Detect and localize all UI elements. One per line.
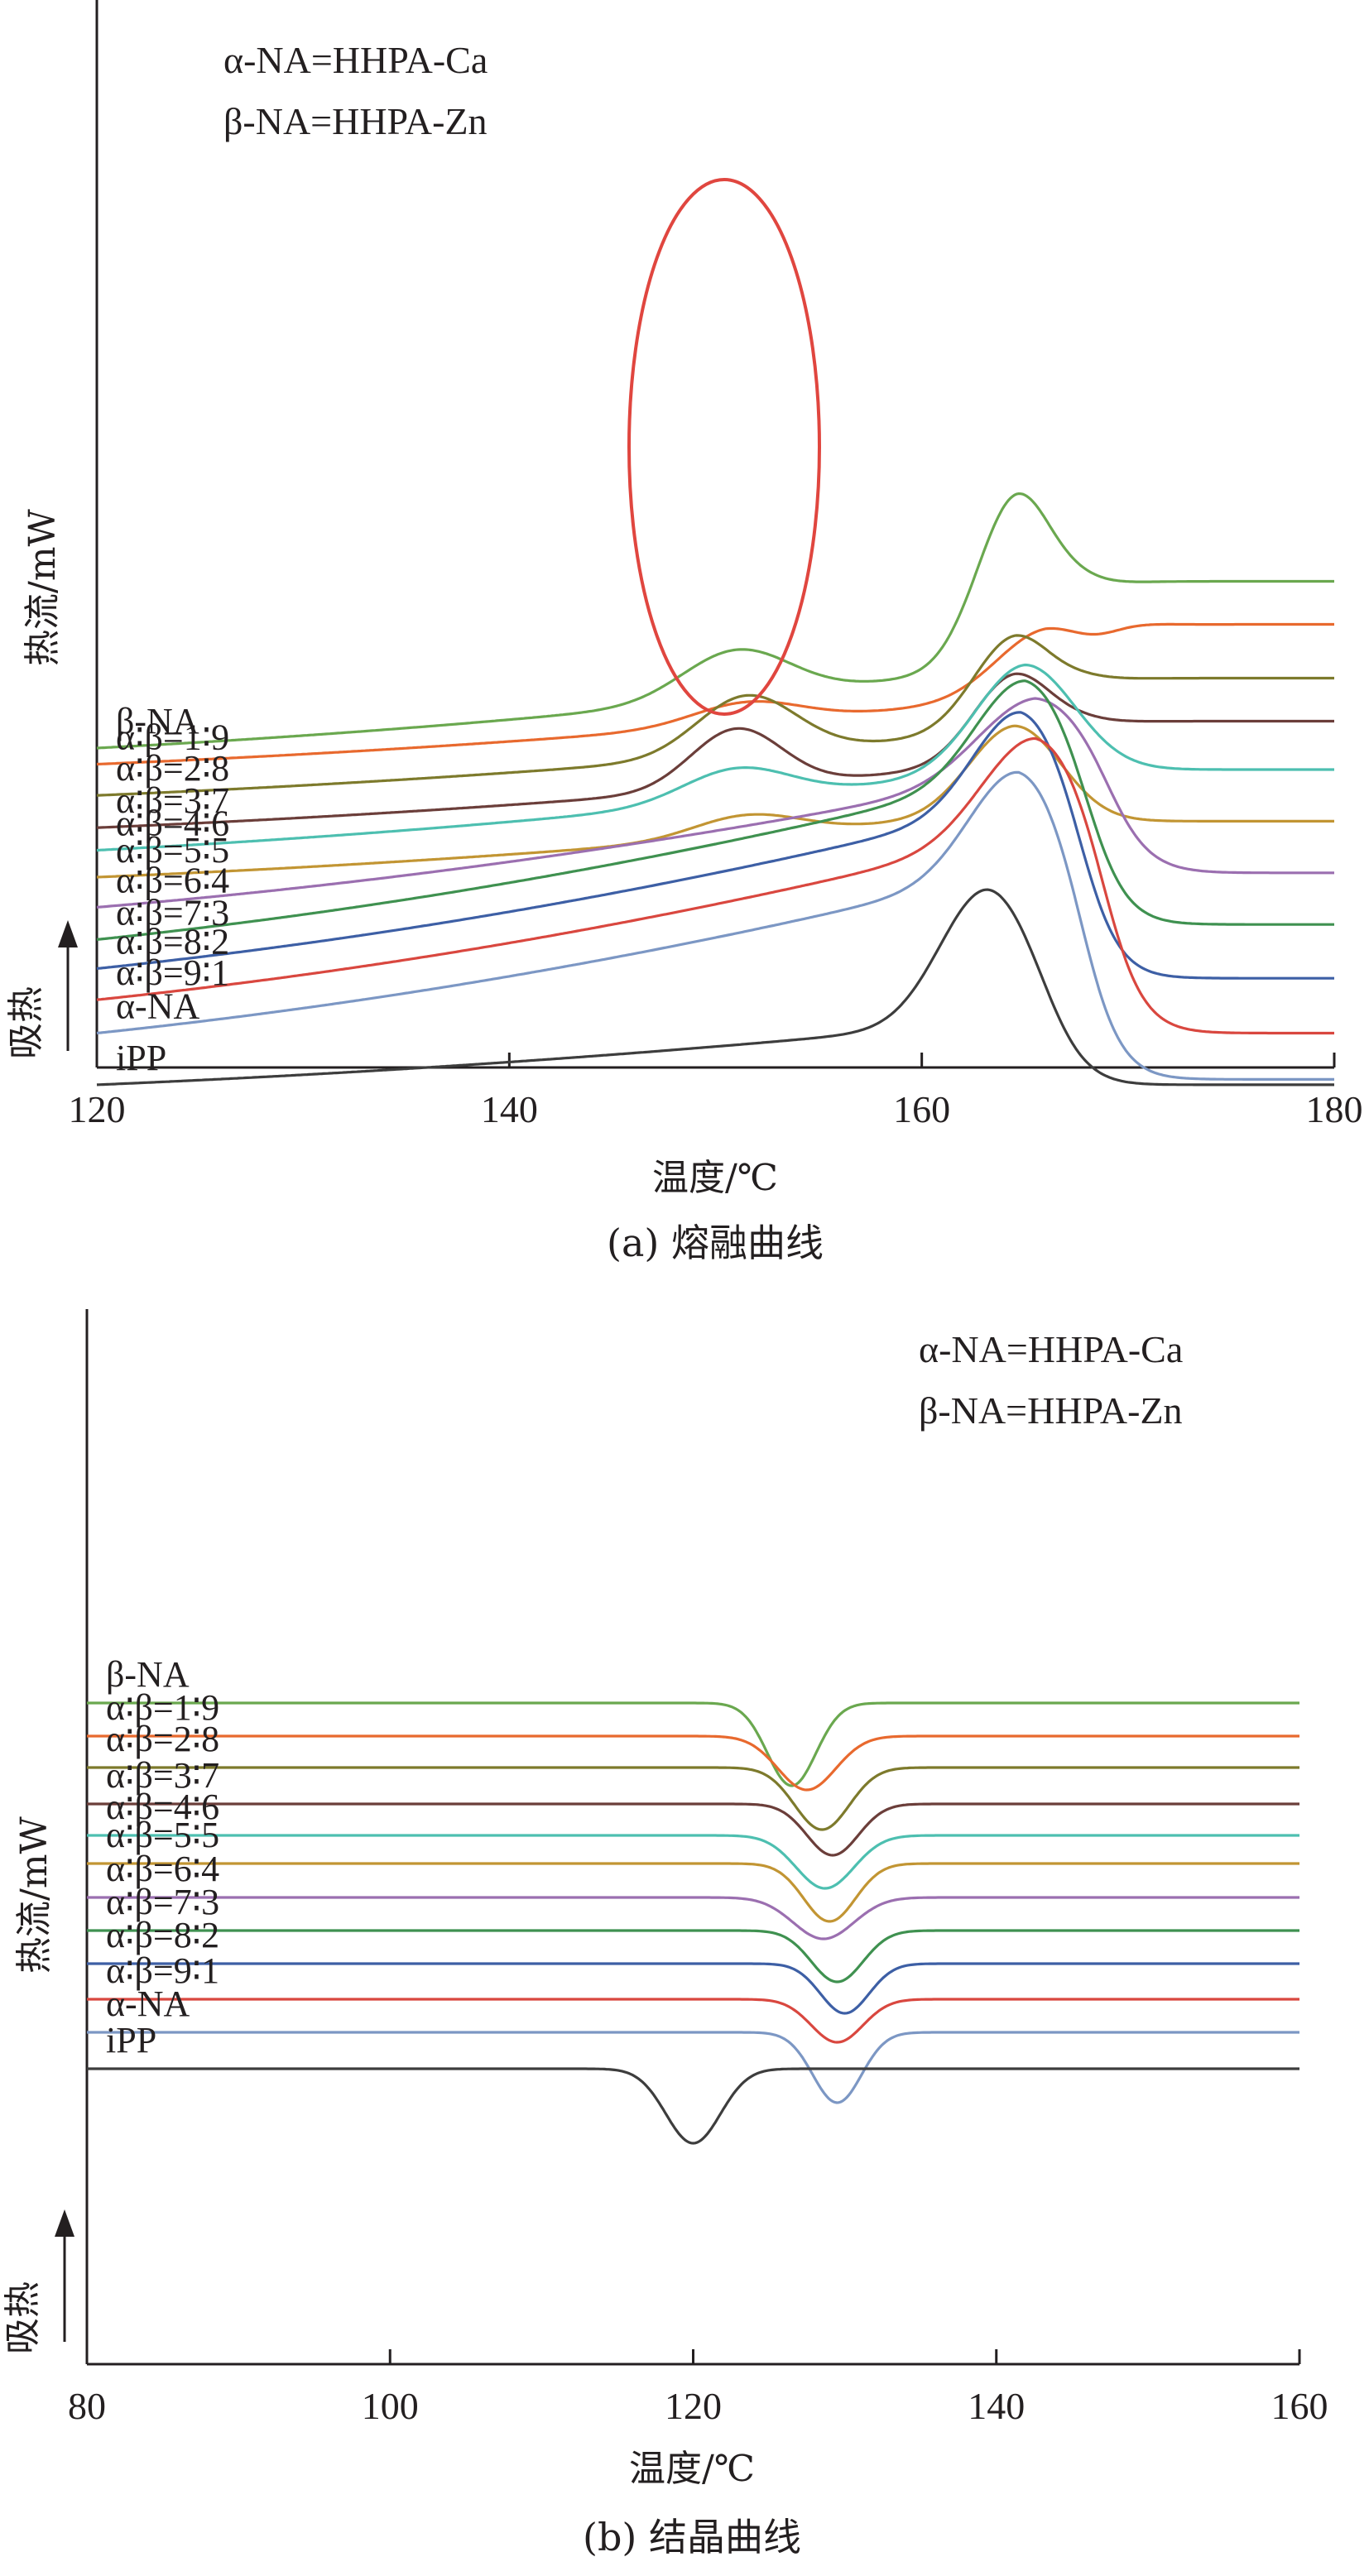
series-label: α∶β=6∶4 [116, 860, 229, 900]
melting-x-label: 温度/℃ [652, 1157, 778, 1199]
x-tick-label: 140 [968, 2385, 1025, 2427]
crystallization-x-label: 温度/℃ [629, 2448, 755, 2490]
curve-1 [87, 1734, 1299, 1792]
curve-5 [87, 1862, 1299, 1923]
series-label: iPP [106, 2020, 156, 2060]
curve-2 [87, 1766, 1299, 1831]
melting-chart: 120 140 160 180 β-NAα∶β=1∶9α∶β=2∶8α∶β=3∶7α∶… [5, 0, 1363, 1265]
crystallization-annotation-1: α-NA=HHPA-Ca [919, 1328, 1183, 1370]
crystallization-y-label: 热流/mW [13, 1816, 55, 1974]
series-label: α∶β=9∶1 [106, 1950, 219, 1991]
x-tick-label: 100 [362, 2385, 419, 2427]
crystallization-curves [87, 1701, 1299, 2145]
series-label: α-NA [116, 986, 199, 1027]
crystallization-annotation-2: β-NA=HHPA-Zn [919, 1389, 1183, 1432]
curve-6 [96, 697, 1334, 909]
series-label: α∶β=6∶4 [106, 1849, 219, 1889]
series-label: α∶β=9∶1 [116, 952, 229, 993]
series-label: α∶β=4∶6 [106, 1787, 219, 1827]
x-tick-label: 120 [665, 2385, 722, 2427]
series-label: α∶β=1∶9 [106, 1687, 219, 1728]
curve-1 [96, 622, 1334, 766]
crystallization-series-labels: β-NAα∶β=1∶9α∶β=2∶8α∶β=3∶7α∶β=4∶6α∶β=5∶5α… [106, 1654, 219, 2060]
melting-x-ticks: 120 140 160 180 [69, 1053, 1363, 1130]
melting-endo-label: 吸热 [5, 986, 47, 1059]
melting-curves [96, 492, 1334, 1087]
melting-series-labels: β-NAα∶β=1∶9α∶β=2∶8α∶β=3∶7α∶β=4∶6α∶β=5∶5α… [116, 701, 229, 1078]
x-tick-label: 120 [69, 1088, 126, 1130]
x-tick-label: 160 [1271, 2385, 1328, 2427]
series-label: α∶β=7∶3 [116, 892, 229, 933]
crystallization-caption: (b) 结晶曲线 [583, 2515, 801, 2559]
curve-4 [96, 663, 1334, 852]
series-label: α∶β=8∶2 [106, 1915, 219, 1955]
series-label: β-NA [106, 1654, 190, 1695]
x-tick-label: 160 [893, 1088, 950, 1130]
x-tick-label: 80 [68, 2385, 106, 2427]
curve-9 [96, 736, 1334, 1035]
curve-6 [87, 1896, 1299, 1940]
curve-7 [96, 679, 1334, 941]
highlight-ellipse [627, 178, 821, 716]
curve-0 [87, 1701, 1299, 1787]
curve-10 [87, 2031, 1299, 2104]
melting-annotation-1: α-NA=HHPA-Ca [223, 39, 488, 81]
melting-y-label: 热流/mW [22, 508, 64, 666]
series-label: α∶β=1∶9 [116, 717, 229, 758]
series-label: α∶β=8∶2 [116, 922, 229, 962]
curve-3 [87, 1802, 1299, 1857]
series-label: α∶β=5∶5 [116, 830, 229, 871]
curve-7 [87, 1929, 1299, 1984]
curve-9 [87, 1998, 1299, 2044]
curve-8 [87, 1962, 1299, 2015]
curve-0 [96, 492, 1334, 750]
series-label: α∶β=4∶6 [116, 804, 229, 844]
melting-annotation-2: β-NA=HHPA-Zn [223, 100, 488, 142]
curve-5 [96, 724, 1334, 879]
crystallization-endo-arrow-icon [55, 2209, 74, 2237]
curve-2 [96, 634, 1334, 797]
series-label: α∶β=5∶5 [106, 1815, 219, 1855]
x-tick-label: 140 [481, 1088, 538, 1130]
series-label: α∶β=3∶7 [116, 780, 229, 821]
series-label: β-NA [116, 701, 199, 741]
melting-endo-arrow-icon [58, 920, 78, 947]
curve-10 [96, 770, 1334, 1081]
curve-8 [96, 711, 1334, 980]
crystallization-chart: 80 100 120 140 160 β-NAα∶β=1∶9α∶β=2∶8α∶β=3∶7… [2, 1309, 1328, 2559]
curve-4 [87, 1834, 1299, 1890]
melting-caption: (a) 熔融曲线 [607, 1221, 824, 1265]
series-label: α∶β=7∶3 [106, 1882, 219, 1922]
crystallization-x-ticks: 80 100 120 140 160 [68, 2349, 1328, 2427]
series-label: α∶β=2∶8 [116, 748, 229, 789]
series-label: α-NA [106, 1984, 190, 2024]
x-tick-label: 180 [1306, 1088, 1363, 1130]
series-label: iPP [116, 1038, 166, 1078]
series-label: α∶β=2∶8 [106, 1719, 219, 1759]
curve-3 [96, 672, 1334, 829]
series-label: α∶β=3∶7 [106, 1755, 219, 1796]
curve-11 [96, 888, 1334, 1087]
curve-11 [87, 2067, 1299, 2145]
crystallization-endo-label: 吸热 [2, 2281, 44, 2354]
